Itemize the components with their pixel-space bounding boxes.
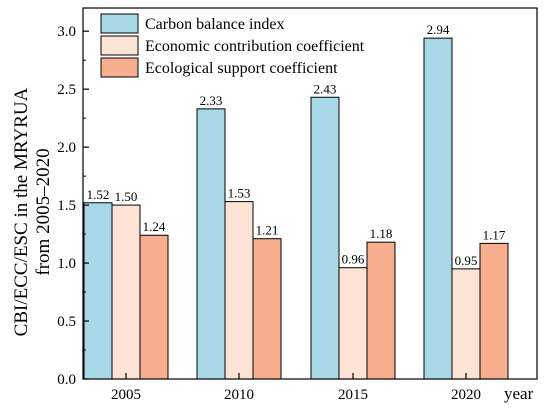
y-tick-label-0: 0.0 [57,372,76,388]
bar-2-3 [479,242,509,380]
x-tick-label-2: 2015 [338,387,368,403]
legend-swatch-1 [100,35,139,56]
data-label-0-1: 2.33 [200,93,223,108]
data-label-2-0: 1.24 [143,219,166,234]
data-label-2-3: 1.17 [483,227,506,242]
bar-0-0 [83,202,113,380]
legend-label-1: Economic contribution coefficient [145,38,365,55]
data-label-1-1: 1.53 [228,186,251,201]
bar-0-1 [196,108,226,380]
data-label-2-1: 1.21 [256,223,279,238]
x-tick-label-3: 2020 [451,387,481,403]
legend: Carbon balance index Economic contributio… [100,13,365,78]
bar-2-2 [366,241,396,380]
y-axis-label-line-2: from 2005–2020 [33,148,54,275]
y-tick-label-2: 1.0 [57,256,76,272]
data-label-0-3: 2.94 [427,22,450,37]
data-label-2-2: 1.18 [370,226,393,241]
y-axis-label-line-1: CBI/ECC/ESC in the MRYRUA [11,87,32,336]
legend-swatch-0 [100,13,139,34]
y-axis-label: CBI/ECC/ESC in the MRYRUA from 2005–2020 [11,87,54,336]
plot-frame [82,7,538,380]
legend-swatch-2 [100,57,139,78]
bar-1-3 [451,268,481,380]
bar-0-2 [310,96,340,380]
bar-1-1 [224,201,254,380]
data-label-1-0: 1.50 [115,189,138,204]
x-axis-label: year [504,384,534,403]
bar-1-0 [111,204,141,380]
data-label-1-2: 0.96 [342,252,365,267]
bar-0-3 [423,37,453,380]
y-tick-label-5: 2.5 [57,82,76,98]
y-tick-label-6: 3.0 [57,24,76,40]
y-tick-label-3: 1.5 [57,198,76,214]
x-tick-label-0: 2005 [111,387,141,403]
x-tick-label-1: 2010 [224,387,254,403]
bar-2-0 [139,234,169,380]
y-tick-label-4: 2.0 [57,140,76,156]
data-label-0-2: 2.43 [314,81,337,96]
legend-label-2: Ecological support coefficient [145,60,338,77]
plot-area: 1.52 2.33 2.43 2.94 1.50 1.53 0.96 0.95 1.24 1.21… [57,7,538,403]
bar-1-2 [338,267,368,380]
y-tick-label-1: 0.5 [57,314,76,330]
data-label-0-0: 1.52 [87,187,110,202]
data-label-1-3: 0.95 [455,253,478,268]
legend-label-0: Carbon balance index [145,16,285,33]
bar-2-1 [252,238,282,380]
